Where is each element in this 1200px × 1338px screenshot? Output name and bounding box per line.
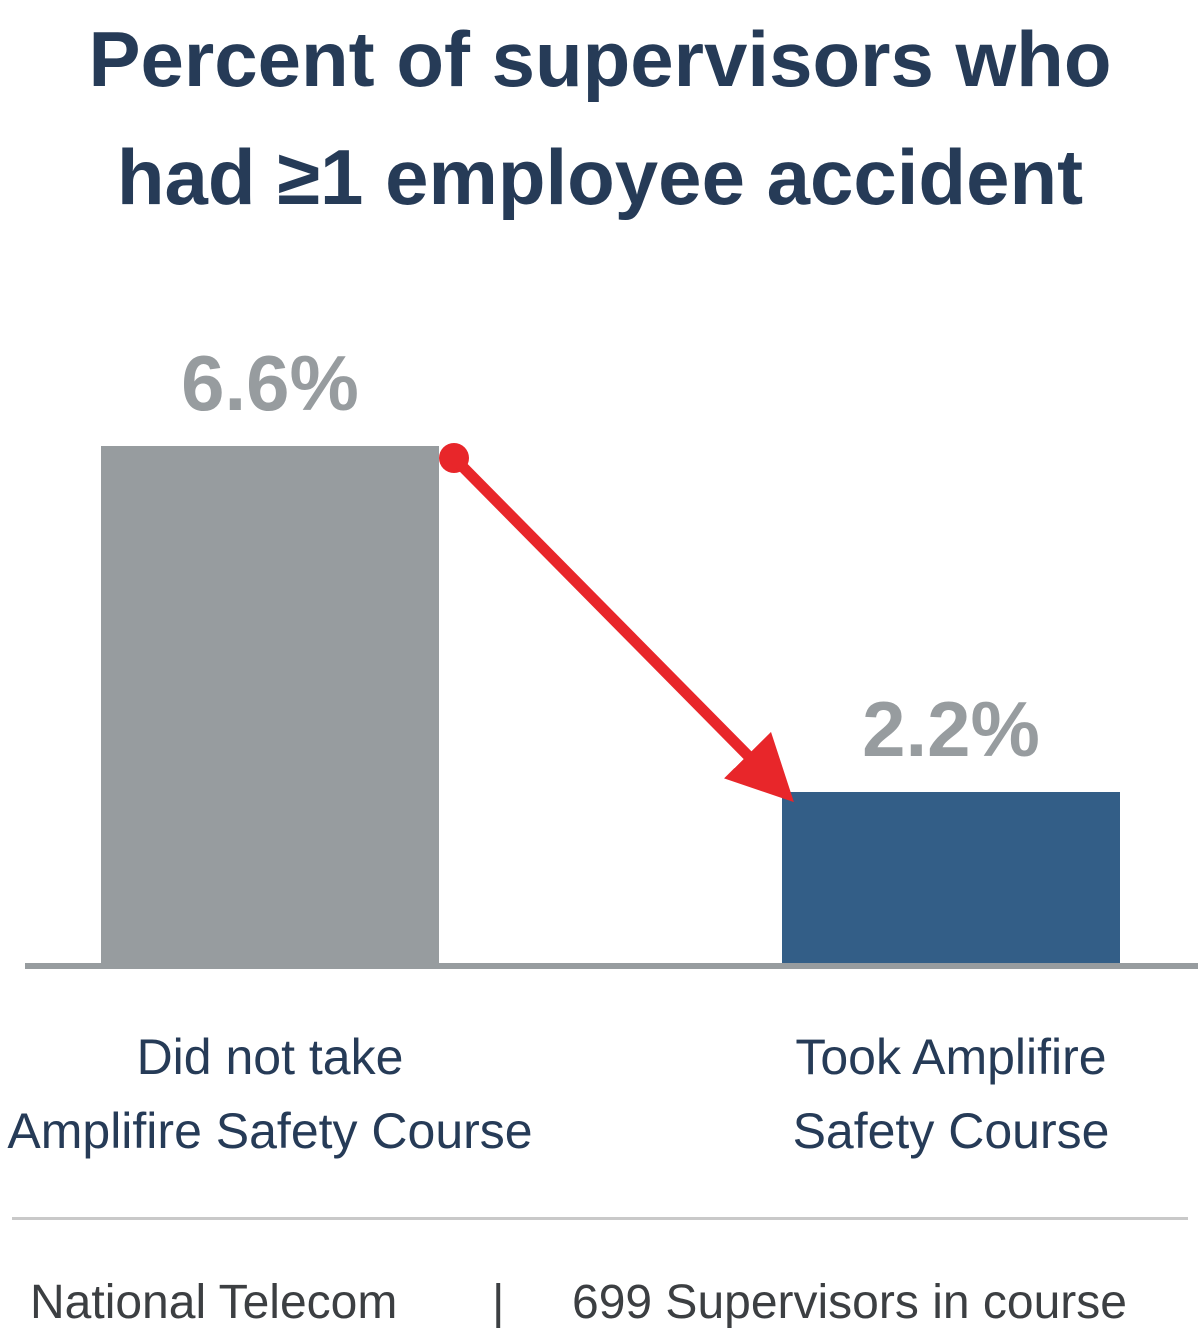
category-label-line: Did not take bbox=[136, 1029, 404, 1085]
category-label-took-course: Took Amplifire Safety Course bbox=[651, 1020, 1200, 1168]
decrease-arrow bbox=[450, 454, 794, 803]
footer-divider bbox=[12, 1217, 1188, 1220]
footer-separator: | bbox=[492, 1276, 505, 1329]
category-label-line: Took Amplifire bbox=[795, 1029, 1107, 1085]
chart-title-line-1: Percent of supervisors who bbox=[88, 15, 1112, 103]
chart-title: Percent of supervisors who had ≥1 employ… bbox=[0, 0, 1200, 236]
category-label-line: Safety Course bbox=[792, 1103, 1110, 1159]
bar-took-course bbox=[782, 792, 1120, 965]
footer-sample: 699 Supervisors in course bbox=[572, 1276, 1127, 1329]
bar-did-not-take bbox=[101, 446, 439, 965]
value-label-did-not-take: 6.6% bbox=[181, 339, 359, 427]
category-label-line: Amplifire Safety Course bbox=[7, 1103, 533, 1159]
bar-chart: 6.6% 2.2% bbox=[25, 339, 1198, 969]
value-label-took-course: 2.2% bbox=[862, 685, 1040, 773]
category-label-did-not-take: Did not take Amplifire Safety Course bbox=[0, 1020, 570, 1168]
footer-source: National Telecom bbox=[30, 1276, 398, 1329]
chart-title-line-2: had ≥1 employee accident bbox=[116, 133, 1084, 221]
